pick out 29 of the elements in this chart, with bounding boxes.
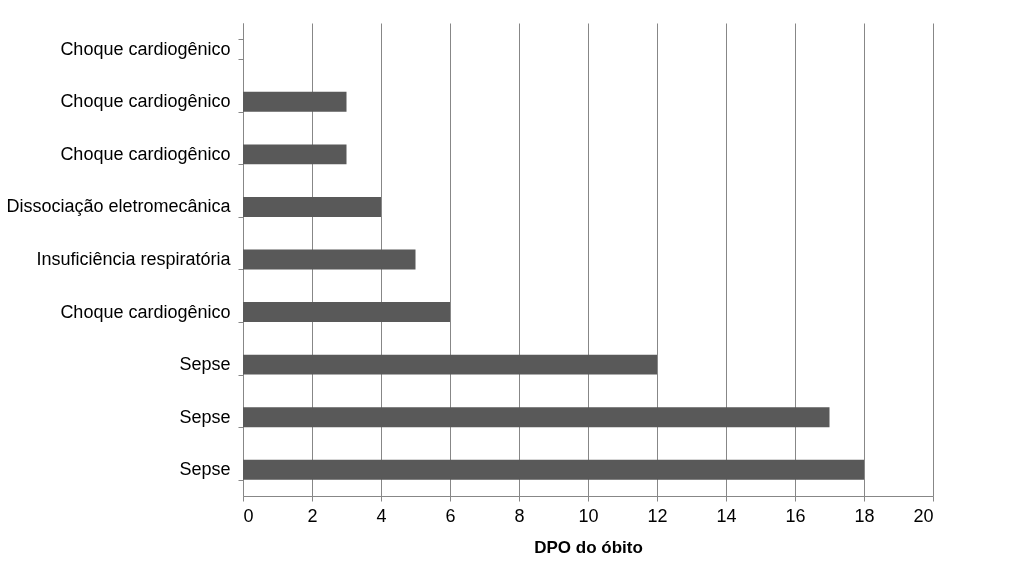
x-axis-title: DPO do óbito [534,537,643,557]
bar [243,249,416,270]
y-tick-label: Choque cardiogênico [60,301,231,322]
y-tick-label: Sepse [179,459,231,480]
y-tick-label: Dissociação eletromecânica [6,196,232,217]
x-tick-label: 8 [514,505,525,526]
x-tick-label: 12 [647,505,668,526]
x-tick-label: 0 [243,505,254,526]
x-tick-label: 6 [445,505,456,526]
bar [243,459,864,480]
x-tick-label: 4 [376,505,387,526]
y-tick-label: Sepse [179,354,231,375]
x-tick-label: 16 [785,505,806,526]
x-tick-label: 20 [913,505,934,526]
y-tick-label: Choque cardiogênico [60,143,231,164]
y-tick-label: Sepse [179,406,231,427]
bar [243,196,381,217]
bar [243,407,830,428]
y-tick-label: Insuficiência respiratória [36,249,232,269]
x-tick-label: 2 [307,505,318,526]
bar [243,354,657,375]
y-tick-label: Choque cardiogênico [60,91,231,112]
x-tick-label: 18 [854,505,875,526]
y-tick-label: Choque cardiogênico [60,38,231,59]
bar [243,144,347,165]
x-tick-label: 14 [716,505,737,526]
x-tick-label: 10 [578,505,599,526]
bar [243,302,450,323]
bar [243,91,347,112]
